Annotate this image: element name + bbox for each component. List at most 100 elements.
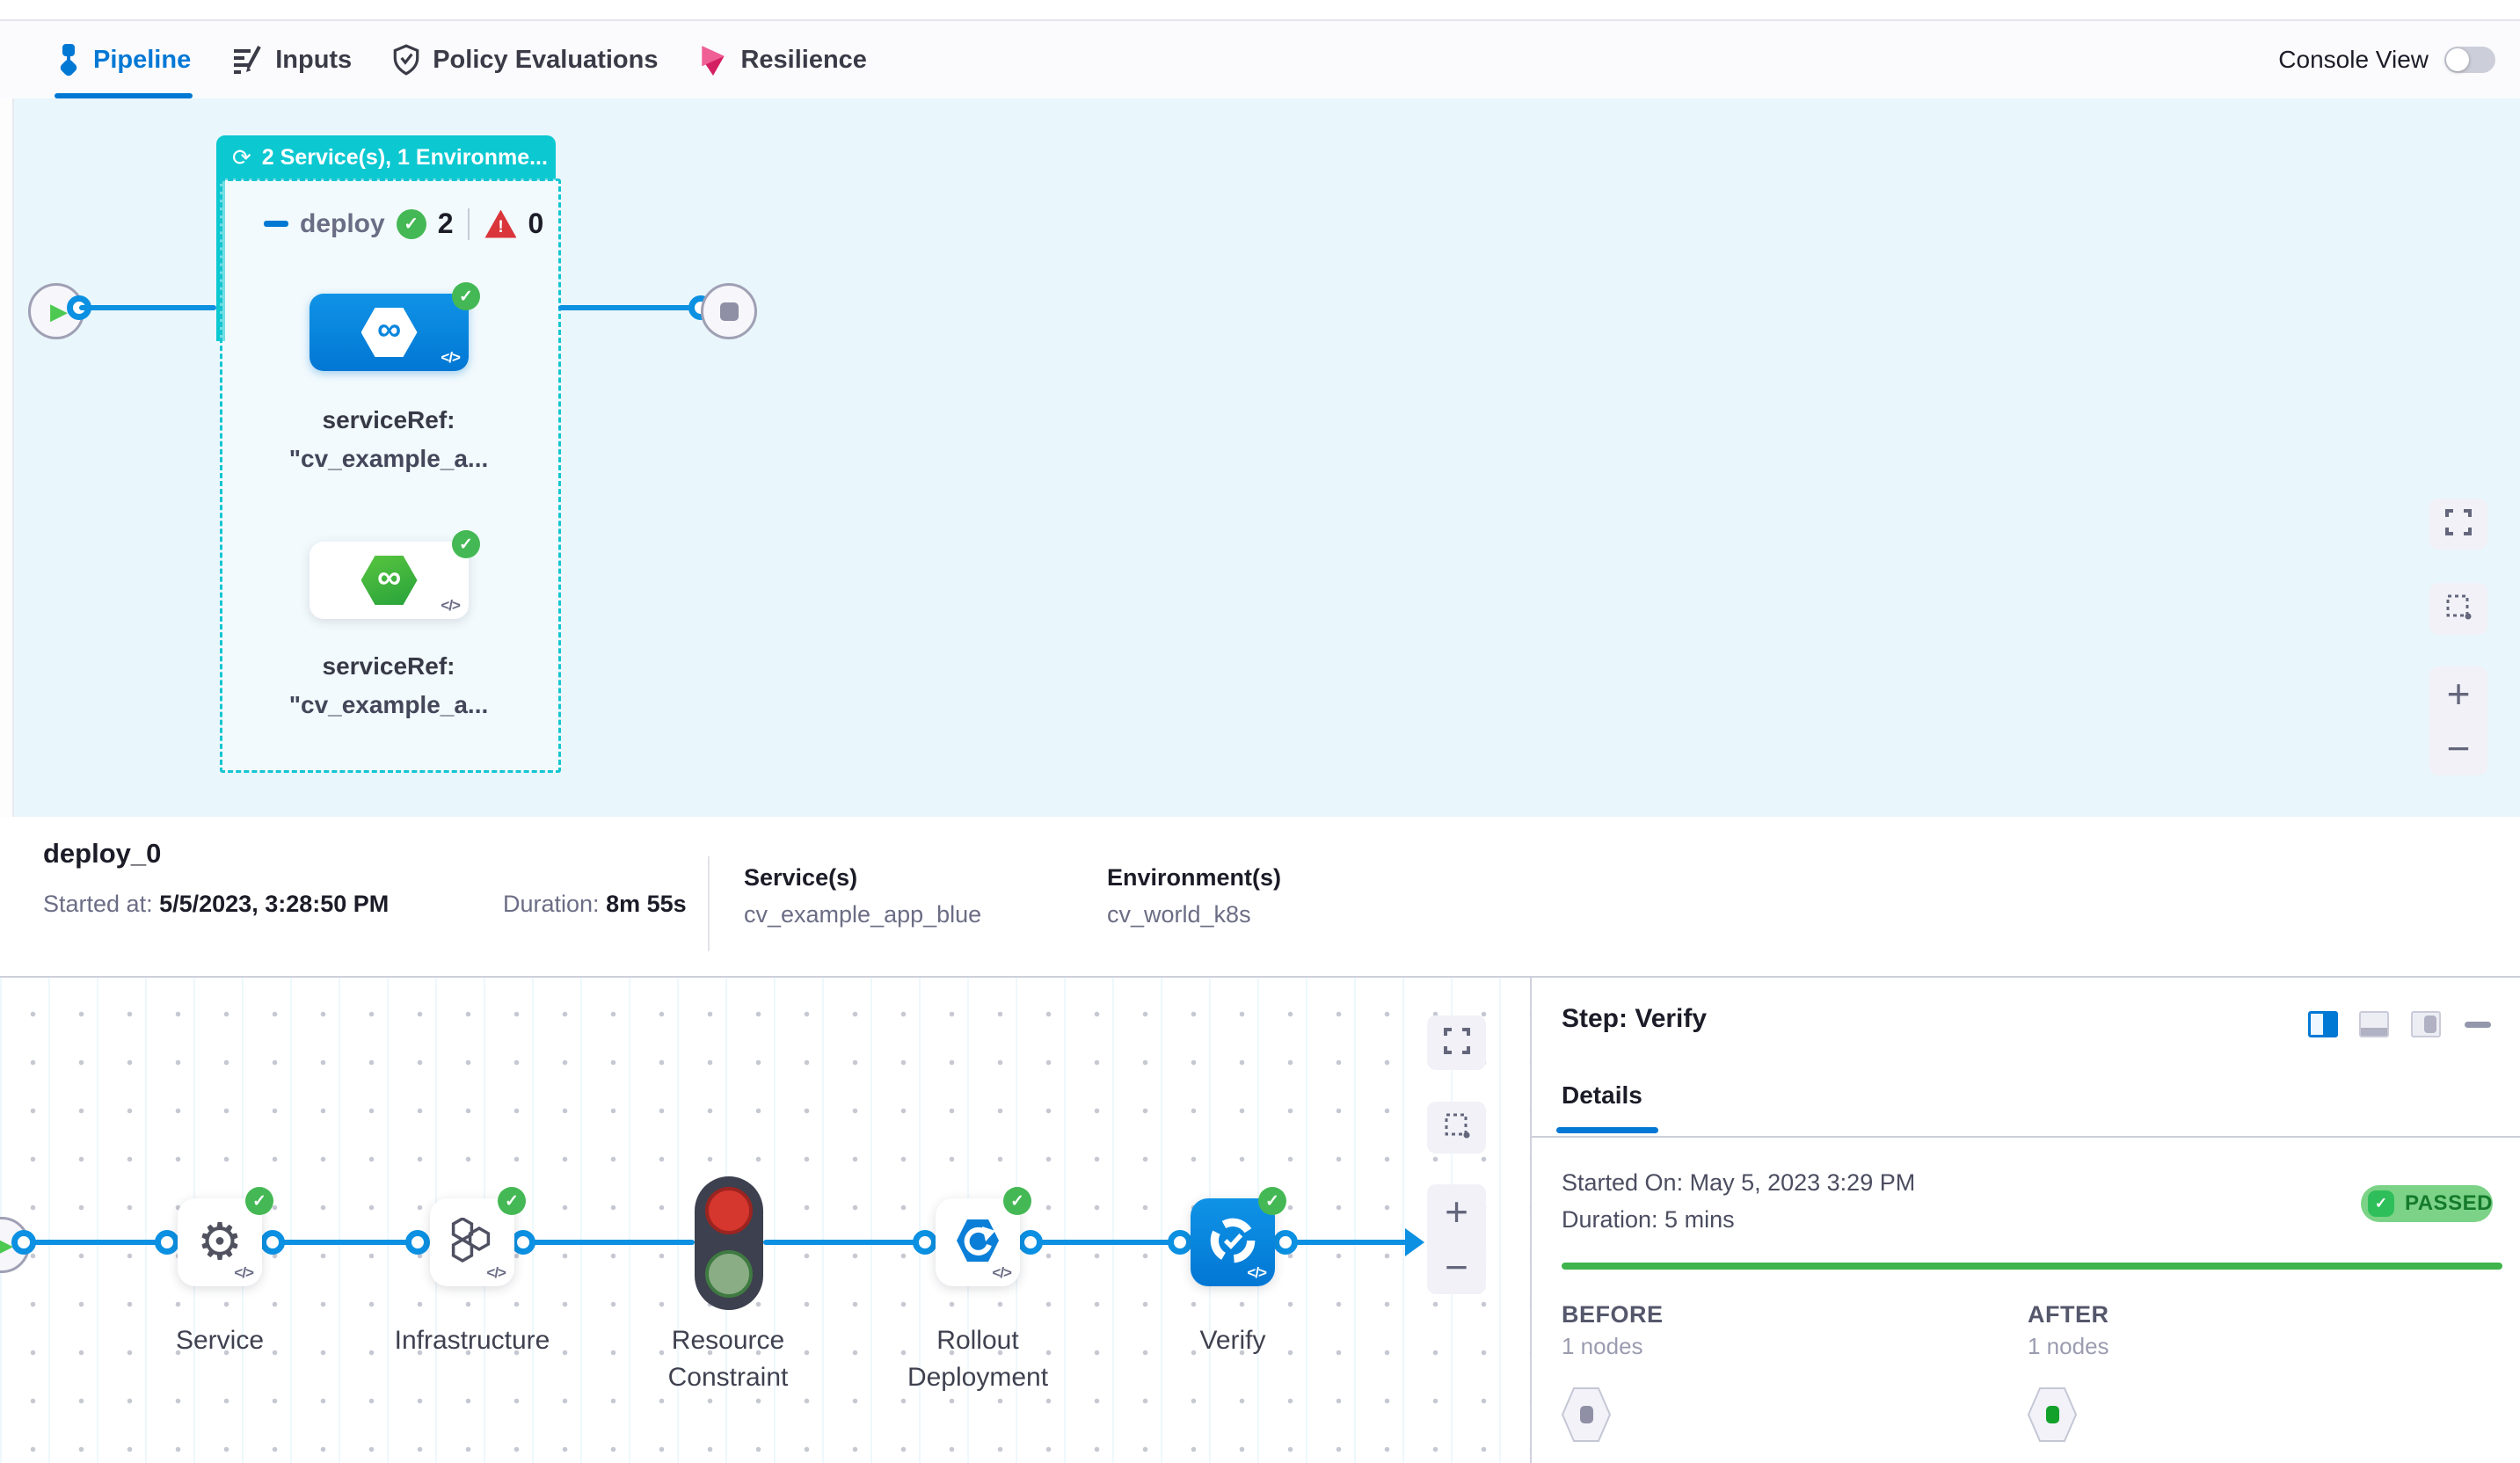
connector-line xyxy=(24,1240,167,1245)
connector-port xyxy=(511,1230,535,1255)
marquee-icon xyxy=(1443,1111,1471,1144)
step-started-on: Started On: May 5, 2023 3:29 PM xyxy=(1562,1169,1916,1196)
fullscreen-button[interactable] xyxy=(1427,1015,1486,1070)
stage-group-header[interactable]: ⟳ 2 Service(s), 1 Environme... xyxy=(216,135,556,180)
zoom-in-button[interactable]: + xyxy=(1445,1189,1468,1235)
connector-line xyxy=(1031,1240,1180,1245)
marquee-select-button[interactable] xyxy=(1427,1102,1486,1154)
tab-bar: Pipeline Inputs xyxy=(0,21,2520,98)
warning-triangle-icon: ! xyxy=(484,209,517,238)
infinity-icon: ∞ xyxy=(376,311,402,348)
success-badge-icon: ✓ xyxy=(1258,1187,1286,1215)
console-view-label: Console View xyxy=(2278,46,2429,73)
tab-inputs-label: Inputs xyxy=(275,45,353,74)
inputs-icon xyxy=(231,45,263,75)
left-gutter xyxy=(0,98,14,817)
code-icon: </> xyxy=(1247,1264,1267,1281)
service-node-1[interactable]: ∞ ✓ </> xyxy=(310,282,480,371)
step-label-service: Service xyxy=(175,1326,265,1355)
tab-details[interactable]: Details xyxy=(1562,1081,1642,1109)
service-ref-key: serviceRef: xyxy=(322,652,455,680)
minimize-panel-button[interactable] xyxy=(2465,1022,2491,1028)
tab-resilience-label: Resilience xyxy=(740,45,867,74)
pipeline-icon xyxy=(56,43,81,76)
tab-inputs[interactable]: Inputs xyxy=(231,21,352,98)
connector-line xyxy=(763,1240,925,1245)
started-at-value: 5/5/2023, 3:28:50 PM xyxy=(159,891,390,917)
layout-right-panel-button[interactable] xyxy=(2308,1011,2338,1037)
service-node-2[interactable]: ∞ ✓ </> xyxy=(310,530,480,619)
stage-name: deploy xyxy=(300,208,385,238)
gear-icon: ⚙ xyxy=(197,1213,243,1270)
red-light-icon xyxy=(705,1187,753,1234)
connector-port xyxy=(11,1230,36,1255)
panel-divider xyxy=(1532,1136,2520,1138)
step-label-resource-constraint: Resource Constraint xyxy=(667,1326,789,1392)
step-node-resource-constraint[interactable] xyxy=(695,1176,763,1310)
connector-arrow-icon xyxy=(1405,1228,1424,1256)
rollout-icon xyxy=(953,1216,1002,1270)
connector-port xyxy=(913,1230,937,1255)
tab-pipeline-label: Pipeline xyxy=(93,45,192,74)
zoom-out-button[interactable]: − xyxy=(2446,725,2471,771)
environments-label: Environment(s) xyxy=(1107,864,1282,891)
connector-port xyxy=(1273,1230,1298,1255)
loop-icon: ⟳ xyxy=(232,144,251,171)
marquee-select-button[interactable] xyxy=(2429,583,2487,635)
pipeline-start-node: ▶ xyxy=(28,283,84,339)
step-duration: Duration: 5 mins xyxy=(1562,1206,1735,1233)
after-label: AFTER xyxy=(2028,1301,2109,1328)
step-node-infrastructure[interactable]: ✓ </> xyxy=(430,1187,526,1286)
step-node-service[interactable]: ⚙ ✓ </> xyxy=(178,1187,273,1286)
success-check-icon: ✓ xyxy=(396,208,426,239)
duration-label: Duration: xyxy=(503,891,600,917)
before-node-hexagon[interactable] xyxy=(1561,1387,1612,1446)
step-node-verify[interactable]: ✓ </> xyxy=(1191,1187,1286,1286)
layout-drawer-button[interactable] xyxy=(2411,1011,2441,1037)
pipeline-stage-canvas[interactable]: ▶ ⟳ 2 Service(s), 1 Environme... deploy … xyxy=(0,98,2520,817)
connector-port xyxy=(1168,1230,1192,1255)
services-value: cv_example_app_blue xyxy=(744,901,982,928)
success-badge-icon: ✓ xyxy=(498,1187,526,1215)
services-label: Service(s) xyxy=(744,864,858,891)
collapse-stage-button[interactable] xyxy=(264,221,288,227)
zoom-controls: + − xyxy=(1427,1184,1486,1294)
stage-summary-row: deploy ✓ 2 ! 0 xyxy=(264,207,543,240)
layout-bottom-panel-button[interactable] xyxy=(2359,1011,2389,1037)
fullscreen-button[interactable] xyxy=(2429,499,2487,550)
tab-resilience[interactable]: Resilience xyxy=(698,21,867,98)
step-label-verify: Verify xyxy=(1199,1326,1266,1355)
fullscreen-icon xyxy=(2444,508,2473,541)
tab-active-underline xyxy=(1556,1127,1658,1133)
success-badge-icon: ✓ xyxy=(452,282,480,310)
tab-pipeline[interactable]: Pipeline xyxy=(54,21,193,98)
console-view-toggle[interactable] xyxy=(2444,47,2495,73)
environments-value: cv_world_k8s xyxy=(1107,901,1251,928)
play-icon: ▶ xyxy=(50,297,68,324)
zoom-in-button[interactable]: + xyxy=(2446,671,2471,717)
zoom-out-button[interactable]: − xyxy=(1445,1243,1468,1290)
success-badge-icon: ✓ xyxy=(452,530,480,558)
before-count: 1 nodes xyxy=(1562,1333,1643,1359)
hexagons-icon xyxy=(448,1216,497,1268)
tab-policy-evaluations[interactable]: Policy Evaluations xyxy=(392,21,658,98)
shield-check-icon xyxy=(392,44,420,76)
connector-port xyxy=(405,1230,430,1255)
console-view-control: Console View xyxy=(2278,46,2495,74)
execution-graph-canvas[interactable]: ▶ ⚙ ✓ </> Service xyxy=(0,978,1530,1463)
duration-row: Duration: 8m 55s xyxy=(503,891,687,918)
check-icon: ✓ xyxy=(2368,1190,2394,1217)
verification-progress-bar xyxy=(1562,1263,2502,1270)
status-badge-label: PASSED xyxy=(2405,1191,2493,1215)
toggle-knob xyxy=(2446,48,2469,71)
after-node-hexagon[interactable] xyxy=(2027,1387,2078,1446)
step-node-rollout-deployment[interactable]: ✓ </> xyxy=(936,1187,1031,1286)
infinity-icon: ∞ xyxy=(376,559,402,596)
step-details-panel: Step: Verify Details Started On: May 5, … xyxy=(1530,978,2520,1463)
duration-value: 8m 55s xyxy=(606,891,687,917)
marquee-icon xyxy=(2444,593,2473,625)
code-icon: </> xyxy=(441,349,461,366)
fullscreen-icon xyxy=(1443,1027,1471,1059)
code-icon: </> xyxy=(234,1264,254,1281)
before-label: BEFORE xyxy=(1562,1301,1664,1328)
